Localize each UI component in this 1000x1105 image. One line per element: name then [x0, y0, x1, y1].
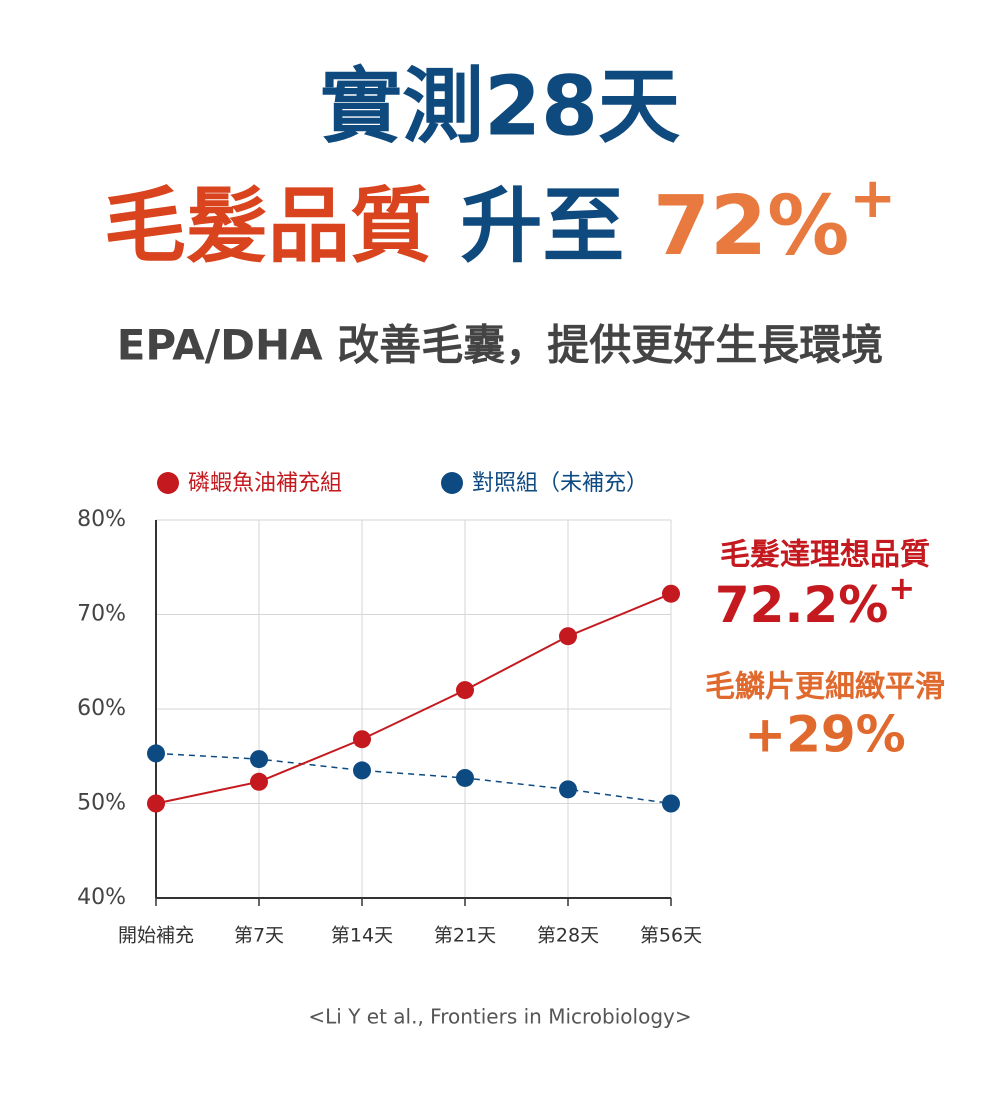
x-tick-label: 第56天	[640, 925, 702, 947]
headline: 實測28天	[320, 59, 680, 154]
data-point	[147, 794, 165, 813]
x-tick-label: 開始補充	[118, 925, 194, 947]
headline-2: 毛髮品質 升至 72%+	[104, 166, 896, 274]
headline-part: 72%	[653, 179, 849, 274]
data-point	[662, 794, 680, 813]
series-line	[155, 592, 672, 805]
data-point	[147, 744, 165, 763]
annotation: 毛髮達理想品質	[720, 538, 930, 573]
x-tick-label: 第14天	[331, 925, 393, 947]
legend-label: 對照組（未補充）	[472, 471, 648, 496]
data-point	[662, 584, 680, 603]
source: <Li Y et al., Frontiers in Microbiology>	[308, 1005, 691, 1029]
headline-sup: +	[849, 166, 896, 231]
headline-part: 毛髮品質	[104, 179, 432, 274]
annotation-sup: +	[888, 569, 915, 607]
data-point	[559, 627, 577, 646]
annotation-value: 72.2%+	[715, 569, 915, 634]
data-point	[250, 772, 268, 791]
annotation-value: +29%	[744, 706, 906, 764]
annotation-text: 72.2%	[715, 576, 888, 634]
x-tick-label: 第7天	[234, 925, 284, 947]
data-point	[353, 761, 371, 780]
series-line	[155, 752, 672, 805]
annotation: 毛鱗片更細緻平滑	[705, 670, 945, 705]
legend-marker	[441, 472, 463, 494]
legend-marker	[157, 472, 179, 494]
y-tick-label: 50%	[77, 791, 126, 816]
data-point	[250, 750, 268, 769]
data-point	[559, 780, 577, 799]
data-point	[456, 681, 474, 700]
x-tick-label: 第28天	[537, 925, 599, 947]
y-tick-label: 70%	[77, 602, 126, 627]
data-point	[456, 768, 474, 787]
subtitle: EPA/DHA 改善毛囊，提供更好生長環境	[117, 321, 884, 370]
data-point	[353, 730, 371, 749]
chart: 40% 50% 60% 70% 80% 開始補充 第7天 第14天 第21天 第28天 第56天 磷蝦…	[77, 471, 702, 947]
legend-label: 磷蝦魚油補充組	[188, 471, 342, 496]
y-tick-label: 40%	[77, 885, 126, 910]
y-tick-label: 80%	[77, 507, 126, 532]
x-tick-label: 第21天	[434, 925, 496, 947]
headline-part: 升至	[460, 179, 624, 274]
y-tick-label: 60%	[77, 696, 126, 721]
